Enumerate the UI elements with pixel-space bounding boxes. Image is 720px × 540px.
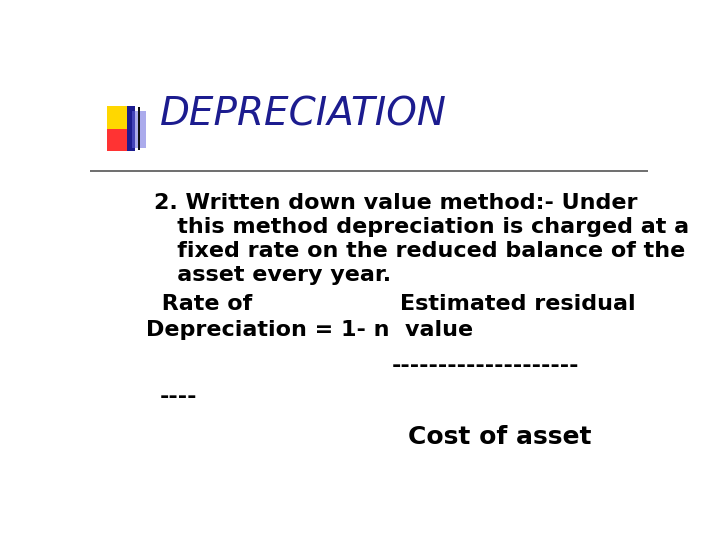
FancyBboxPatch shape [132,111,146,148]
Text: fixed rate on the reduced balance of the: fixed rate on the reduced balance of the [154,241,685,261]
Text: this method depreciation is charged at a: this method depreciation is charged at a [154,217,689,237]
Text: --------------------: -------------------- [392,356,579,376]
FancyBboxPatch shape [127,106,135,151]
Text: Estimated residual: Estimated residual [400,294,635,314]
FancyBboxPatch shape [107,129,127,151]
Text: DEPRECIATION: DEPRECIATION [160,96,446,134]
Text: asset every year.: asset every year. [154,265,391,285]
FancyBboxPatch shape [107,106,133,129]
Text: 2. Written down value method:- Under: 2. Written down value method:- Under [154,193,638,213]
Text: Depreciation = 1- n  value: Depreciation = 1- n value [145,320,473,340]
Text: ----: ---- [160,387,197,408]
Text: Rate of: Rate of [154,294,253,314]
FancyBboxPatch shape [138,107,140,150]
Text: Cost of asset: Cost of asset [408,425,592,449]
